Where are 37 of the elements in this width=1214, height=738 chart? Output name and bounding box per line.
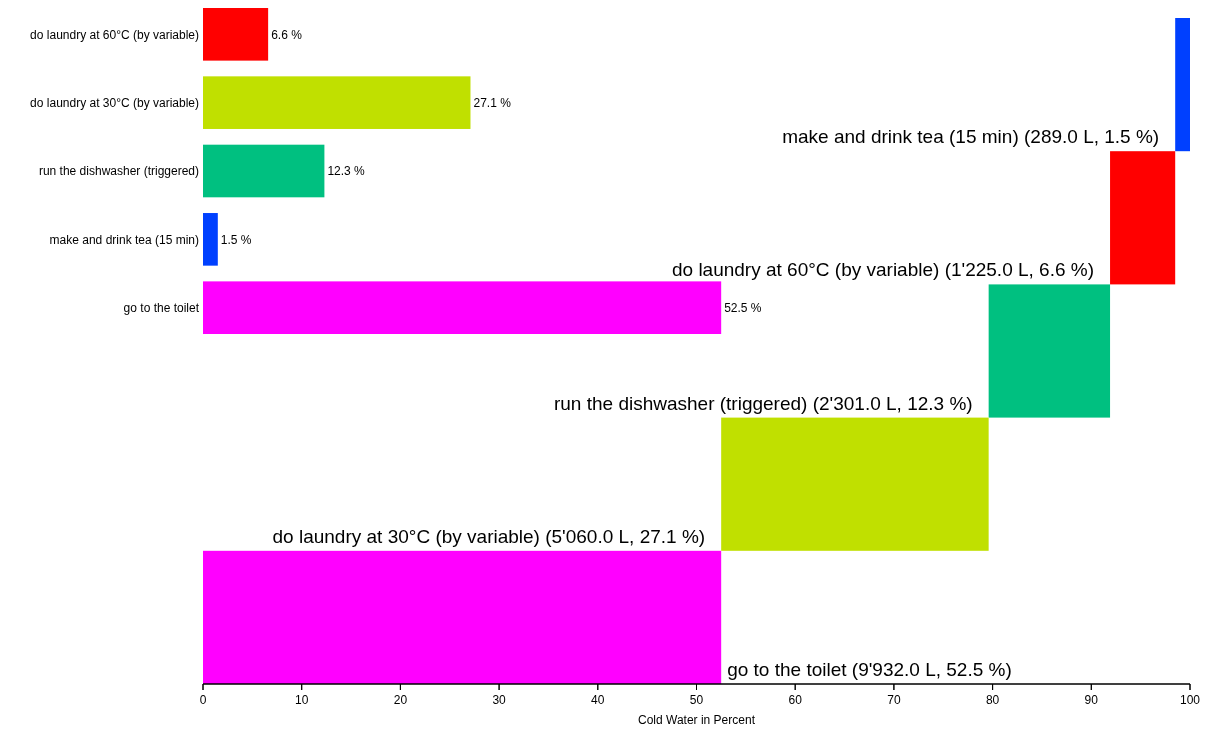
x-axis-title: Cold Water in Percent xyxy=(638,713,756,727)
x-tick-label: 40 xyxy=(591,693,605,707)
x-tick-label: 70 xyxy=(887,693,901,707)
data-label: 12.3 % xyxy=(327,164,366,179)
bar xyxy=(721,417,989,551)
y-tick-label: go to the toilet xyxy=(123,300,200,315)
y-tick-label: do laundry at 30°C (by variable) xyxy=(30,95,199,110)
bar xyxy=(203,213,218,266)
x-tick-label: 20 xyxy=(393,693,408,707)
annotation: do laundry at 30°C (by variable) (5'060.0 L, 27.1 %) xyxy=(272,525,706,547)
x-tick-label: 60 xyxy=(788,693,803,707)
bar xyxy=(988,284,1111,418)
bar xyxy=(203,8,269,61)
x-tick-label: 30 xyxy=(492,693,507,707)
bar xyxy=(203,144,325,198)
data-label: 1.5 % xyxy=(220,232,252,247)
data-label: 6.6 % xyxy=(271,27,303,42)
bar xyxy=(1175,18,1190,152)
annotation: run the dishwasher (triggered) (2'301.0 L, 12.3 %) xyxy=(553,392,973,414)
x-tick-label: 50 xyxy=(689,693,704,707)
annotation: make and drink tea (15 min) (289.0 L, 1.5 %) xyxy=(782,126,1160,148)
y-tick-label: run the dishwasher (triggered) xyxy=(38,164,199,179)
y-tick-label: do laundry at 60°C (by variable) xyxy=(30,27,199,42)
bar xyxy=(1110,151,1176,285)
x-tick-label: 80 xyxy=(985,693,1000,707)
annotation: do laundry at 60°C (by variable) (1'225.0 L, 6.6 %) xyxy=(671,259,1095,281)
bar xyxy=(203,76,471,129)
data-label: 27.1 % xyxy=(473,95,512,110)
data-label: 52.5 % xyxy=(724,300,762,315)
x-tick-label: 10 xyxy=(295,693,309,707)
x-tick-label: 0 xyxy=(199,693,207,707)
y-tick-label: make and drink tea (15 min) xyxy=(49,232,199,247)
x-tick-label: 100 xyxy=(1179,693,1201,707)
x-tick-label: 90 xyxy=(1084,693,1099,707)
annotation: go to the toilet (9'932.0 L, 52.5 %) xyxy=(727,659,1012,680)
bar xyxy=(203,281,722,334)
bar xyxy=(203,550,722,684)
